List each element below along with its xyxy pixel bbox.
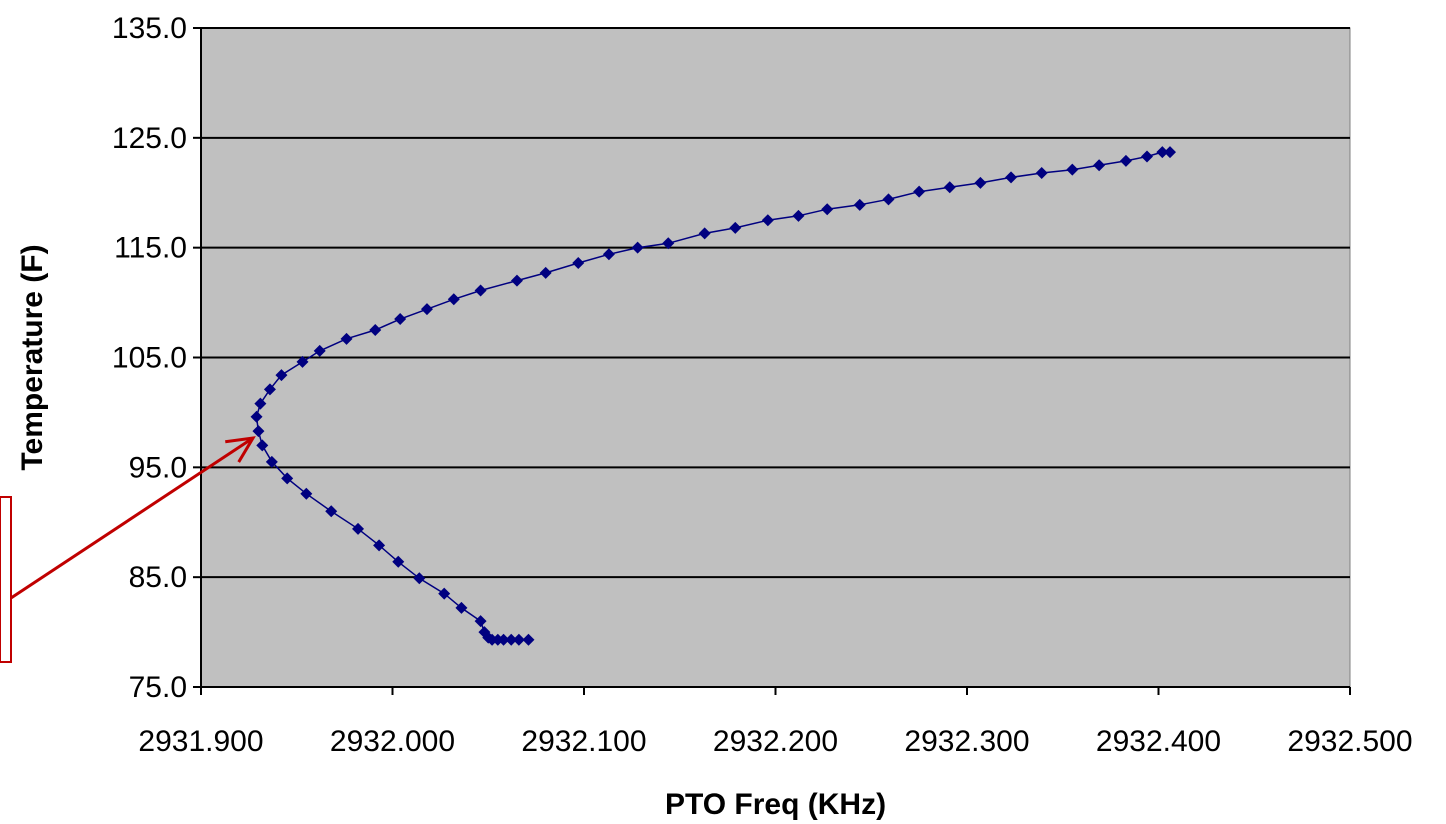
data-point [340, 332, 353, 345]
data-point [447, 293, 460, 306]
y-tick-label: 75.0 [129, 671, 187, 704]
data-point [1005, 171, 1018, 184]
y-tick-label: 125.0 [112, 122, 187, 155]
data-point [420, 303, 433, 316]
annotation [0, 436, 256, 663]
data-point [352, 522, 365, 535]
x-tick-label: 2932.200 [713, 725, 838, 758]
data-point [275, 369, 288, 382]
data-point [455, 601, 468, 614]
data-point [413, 572, 426, 585]
data-point [281, 472, 294, 485]
data-point [761, 214, 774, 227]
data-point [510, 274, 523, 287]
series-1 [250, 146, 1176, 646]
data-point [392, 555, 405, 568]
data-point [296, 355, 309, 368]
data-point [943, 181, 956, 194]
annotation-arrowhead [225, 436, 256, 463]
data-point [1035, 166, 1048, 179]
data-point [505, 633, 518, 646]
data-point [662, 237, 675, 250]
data-point [252, 425, 265, 438]
data-point [1093, 159, 1106, 172]
data-point [1141, 150, 1154, 163]
data-point [974, 176, 987, 189]
data-point [853, 198, 866, 211]
data-point [602, 248, 615, 261]
data-point [882, 193, 895, 206]
x-tick-label: 2931.900 [138, 725, 263, 758]
x-axis-title: PTO Freq (KHz) [665, 788, 886, 821]
x-tick-label: 2932.300 [904, 725, 1029, 758]
data-point [539, 266, 552, 279]
x-tick-label: 2932.000 [330, 725, 455, 758]
data-point [1119, 154, 1132, 167]
x-tick-label: 2932.100 [521, 725, 646, 758]
data-point [478, 626, 491, 639]
annotation-box [0, 496, 12, 663]
y-tick-label: 135.0 [112, 12, 187, 45]
data-point [313, 344, 326, 357]
y-tick-label: 115.0 [114, 232, 187, 265]
y-tick-label: 85.0 [129, 561, 187, 594]
data-point [474, 284, 487, 297]
y-tick-label: 105.0 [112, 342, 187, 375]
data-point [474, 615, 487, 628]
data-point [572, 257, 585, 270]
data-point [1066, 163, 1079, 176]
data-point [250, 410, 263, 423]
axes: 75.0 85.0 95.0 105.0 115.0 125.0 135.0 2931.900… [112, 12, 1413, 758]
data-point [522, 633, 535, 646]
data-point [369, 324, 382, 337]
data-point [300, 487, 313, 500]
data-point [256, 439, 269, 452]
data-point [512, 633, 525, 646]
y-axis-title: Temperature (F) [16, 244, 49, 470]
data-point [394, 313, 407, 326]
data-point [265, 455, 278, 468]
data-point [254, 397, 267, 410]
annotation-arrow [10, 436, 254, 600]
y-tick-label: 95.0 [129, 451, 187, 484]
data-point [729, 221, 742, 234]
data-point [438, 587, 451, 600]
gridlines [201, 27, 1350, 579]
data-point [373, 539, 386, 552]
data-point [263, 383, 276, 396]
x-tick-label: 2932.500 [1287, 725, 1412, 758]
data-point [1163, 146, 1176, 159]
x-tick-label: 2932.400 [1096, 725, 1221, 758]
data-point [821, 203, 834, 216]
data-point [913, 185, 926, 198]
data-point [1156, 146, 1169, 159]
data-point [792, 209, 805, 222]
data-point [325, 505, 338, 518]
data-point [698, 227, 711, 240]
data-point [631, 241, 644, 254]
